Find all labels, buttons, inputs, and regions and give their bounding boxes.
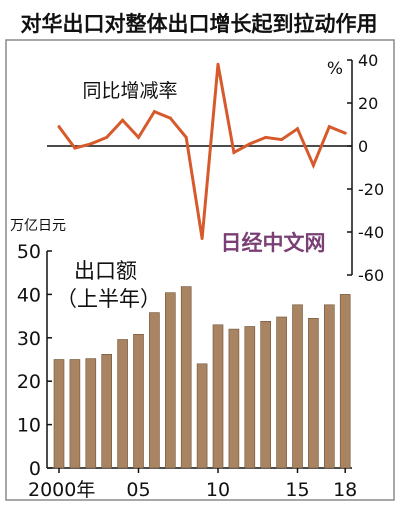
line-point (121, 118, 125, 122)
line-point (57, 125, 61, 129)
bars (53, 286, 351, 469)
line-point (343, 131, 347, 135)
line-point (216, 62, 220, 66)
bar-2012 (244, 326, 256, 469)
line-point (73, 146, 77, 150)
line-point (184, 135, 188, 139)
line-chart-y-ticks: 40 20 0 -20 -40 -60 (347, 51, 384, 285)
bar-2000 (53, 359, 65, 469)
bar-chart: 万亿日元 出口额 （上半年） 0 10 20 30 40 50 2000年 05 10 15 18 (10, 218, 357, 501)
line-chart-title: 同比增减率 (82, 80, 177, 102)
bar-y-tick-label: 30 (17, 328, 41, 350)
line-point (137, 135, 140, 139)
line-point (168, 116, 172, 120)
x-tick-label: 10 (206, 479, 230, 501)
bar-2009 (196, 363, 208, 469)
line-point (200, 236, 204, 240)
bar-2003 (101, 353, 112, 469)
bar-2002 (85, 358, 97, 469)
bar-2008 (180, 286, 192, 469)
bar-y-tick-label: 20 (17, 371, 41, 393)
line-y-tick-label: -20 (358, 180, 384, 199)
chart-title: 对华出口对整体出口增长起到拉动作用 (21, 12, 378, 36)
x-tick-label: 05 (126, 479, 150, 501)
x-axis-ticks: 2000年 05 10 15 18 (28, 468, 357, 501)
line-y-tick-label: -40 (358, 223, 384, 242)
line-point (89, 142, 93, 146)
line-point (327, 125, 331, 129)
bar-2018 (339, 294, 351, 469)
line-point (296, 127, 299, 131)
bar-2010 (212, 324, 224, 469)
line-point (311, 163, 315, 167)
bar-2013 (260, 320, 272, 469)
x-tick-label: 15 (285, 479, 309, 501)
line-point (248, 142, 252, 146)
chart-frame (5, 39, 395, 501)
watermark: 日经中文网 (221, 231, 326, 255)
line-point (105, 135, 109, 139)
line-y-tick-label: 20 (358, 94, 378, 113)
bar-chart-subtitle: （上半年） (56, 287, 161, 311)
bar-2017 (323, 304, 335, 469)
bar-2007 (165, 292, 176, 469)
bar-chart-y-ticks: 0 10 20 30 40 50 (17, 241, 52, 480)
line-point (280, 138, 284, 142)
line-chart-unit: % (327, 59, 343, 79)
bar-2001 (69, 359, 81, 469)
line-y-tick-label: 40 (358, 51, 378, 70)
line-point (232, 150, 236, 154)
growth-rate-points (57, 62, 347, 240)
line-y-tick-label: 0 (358, 137, 368, 156)
line-chart: 同比增减率 % 40 20 0 -20 -40 -60 (47, 51, 384, 285)
bar-2006 (149, 312, 160, 469)
bar-y-tick-label: 10 (17, 415, 41, 437)
bar-2011 (228, 328, 240, 469)
bar-2016 (308, 317, 319, 469)
line-point (152, 110, 156, 114)
bar-y-tick-label: 40 (17, 284, 41, 306)
bar-2015 (292, 304, 303, 469)
bar-chart-title: 出口额 (74, 259, 137, 283)
bar-2004 (117, 339, 128, 469)
bar-2014 (276, 316, 287, 469)
bar-chart-ylabel: 万亿日元 (10, 218, 66, 234)
line-point (264, 135, 268, 139)
bar-y-tick-label: 50 (17, 241, 41, 263)
bar-2005 (133, 333, 144, 469)
x-tick-label: 18 (333, 479, 357, 501)
line-y-tick-label: -60 (358, 266, 384, 285)
bar-y-tick-label: 0 (29, 458, 41, 480)
x-tick-label: 2000年 (28, 479, 95, 501)
